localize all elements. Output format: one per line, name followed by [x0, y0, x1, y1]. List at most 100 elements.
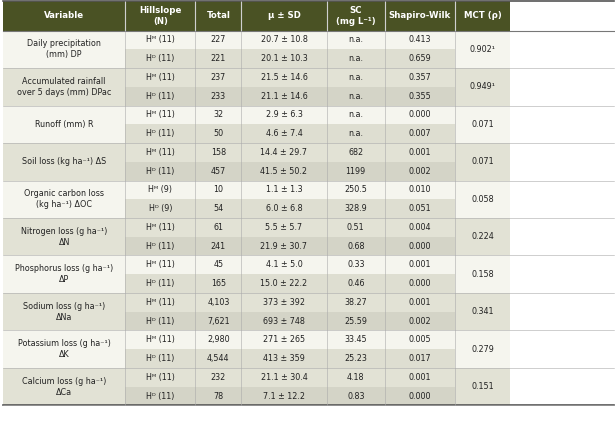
Text: 20.1 ± 10.3: 20.1 ± 10.3: [261, 54, 308, 63]
Bar: [241, 49, 327, 68]
Text: 41.5 ± 50.2: 41.5 ± 50.2: [261, 167, 308, 176]
Text: 0.357: 0.357: [408, 73, 431, 82]
Text: Runoff (mm) R: Runoff (mm) R: [35, 120, 93, 129]
Text: 0.001: 0.001: [408, 373, 431, 382]
Bar: [3, 293, 125, 330]
Text: Hᴹ (11): Hᴹ (11): [146, 373, 175, 382]
Bar: [3, 330, 125, 368]
Bar: [327, 255, 385, 274]
Text: Hᴹ (11): Hᴹ (11): [146, 223, 175, 232]
Bar: [125, 387, 196, 405]
Bar: [241, 31, 327, 49]
Bar: [327, 181, 385, 199]
Text: 54: 54: [213, 204, 223, 213]
Bar: [125, 87, 196, 106]
Bar: [125, 237, 196, 255]
Text: 0.002: 0.002: [408, 317, 431, 326]
Bar: [3, 106, 125, 143]
Bar: [125, 330, 196, 349]
Text: 0.949¹: 0.949¹: [469, 82, 496, 91]
Bar: [196, 293, 241, 312]
Bar: [125, 218, 196, 237]
Bar: [241, 143, 327, 162]
Bar: [196, 162, 241, 181]
Text: 0.071: 0.071: [471, 120, 494, 129]
Bar: [196, 330, 241, 349]
Bar: [3, 1, 125, 31]
Bar: [455, 31, 510, 68]
Bar: [241, 255, 327, 274]
Bar: [3, 368, 125, 405]
Bar: [455, 255, 510, 293]
Bar: [241, 199, 327, 218]
Text: 2.9 ± 6.3: 2.9 ± 6.3: [266, 110, 303, 119]
Bar: [241, 293, 327, 312]
Text: Hᴰ (11): Hᴰ (11): [146, 317, 175, 326]
Bar: [385, 143, 455, 162]
Bar: [241, 106, 327, 124]
Text: Hᴰ (11): Hᴰ (11): [146, 242, 175, 251]
Bar: [196, 387, 241, 405]
Bar: [385, 330, 455, 349]
Bar: [196, 368, 241, 387]
Text: Hᴰ (11): Hᴰ (11): [146, 92, 175, 101]
Bar: [196, 199, 241, 218]
Text: MCT (ρ): MCT (ρ): [464, 11, 501, 20]
Text: 78: 78: [213, 392, 223, 401]
Text: 227: 227: [211, 35, 226, 44]
Text: SC
(mg L⁻¹): SC (mg L⁻¹): [336, 6, 376, 26]
Text: 0.000: 0.000: [408, 242, 431, 251]
Bar: [455, 293, 510, 330]
Bar: [385, 368, 455, 387]
Bar: [241, 181, 327, 199]
Bar: [385, 274, 455, 293]
Bar: [455, 218, 510, 255]
Bar: [327, 68, 385, 87]
Text: Total: Total: [207, 11, 230, 20]
Text: 25.23: 25.23: [344, 354, 367, 363]
Bar: [125, 181, 196, 199]
Bar: [327, 218, 385, 237]
Text: 21.5 ± 14.6: 21.5 ± 14.6: [261, 73, 308, 82]
Bar: [125, 312, 196, 330]
Text: Hillslope
(N): Hillslope (N): [139, 6, 181, 26]
Bar: [196, 274, 241, 293]
Text: 0.413: 0.413: [408, 35, 431, 44]
Text: n.a.: n.a.: [348, 129, 363, 138]
Text: 0.151: 0.151: [471, 382, 494, 391]
Bar: [455, 143, 510, 181]
Bar: [3, 255, 125, 293]
Text: 0.058: 0.058: [471, 195, 494, 204]
Bar: [125, 199, 196, 218]
Bar: [125, 162, 196, 181]
Bar: [385, 106, 455, 124]
Text: Hᴰ (11): Hᴰ (11): [146, 279, 175, 288]
Text: 0.002: 0.002: [408, 167, 431, 176]
Bar: [455, 68, 510, 106]
Text: Hᴰ (11): Hᴰ (11): [146, 129, 175, 138]
Bar: [455, 368, 510, 405]
Bar: [455, 181, 510, 218]
Bar: [327, 162, 385, 181]
Text: 413 ± 359: 413 ± 359: [263, 354, 305, 363]
Bar: [327, 124, 385, 143]
Text: 0.902¹: 0.902¹: [469, 45, 496, 54]
Bar: [241, 312, 327, 330]
Bar: [241, 349, 327, 368]
Text: 221: 221: [211, 54, 226, 63]
Text: Hᴹ (9): Hᴹ (9): [148, 185, 172, 194]
Bar: [3, 68, 125, 106]
Bar: [196, 1, 241, 31]
Bar: [196, 349, 241, 368]
Text: Daily precipitation
(mm) DP: Daily precipitation (mm) DP: [27, 39, 101, 59]
Bar: [125, 124, 196, 143]
Bar: [125, 293, 196, 312]
Bar: [125, 368, 196, 387]
Bar: [327, 31, 385, 49]
Bar: [125, 49, 196, 68]
Text: Shapiro-Wilk: Shapiro-Wilk: [389, 11, 451, 20]
Bar: [125, 274, 196, 293]
Text: 4.18: 4.18: [347, 373, 365, 382]
Bar: [196, 106, 241, 124]
Bar: [385, 68, 455, 87]
